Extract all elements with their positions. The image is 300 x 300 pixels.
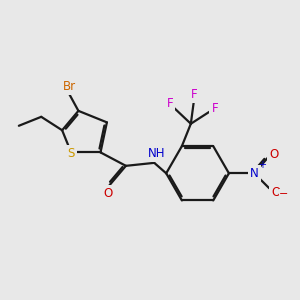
- Text: S: S: [68, 147, 75, 161]
- Text: N: N: [250, 167, 259, 180]
- Text: NH: NH: [148, 147, 165, 160]
- Text: F: F: [167, 97, 173, 110]
- Text: Br: Br: [63, 80, 76, 93]
- Text: F: F: [212, 102, 218, 115]
- Text: −: −: [279, 189, 288, 199]
- Text: O: O: [271, 186, 280, 199]
- Text: O: O: [269, 148, 278, 161]
- Text: F: F: [191, 88, 198, 101]
- Text: +: +: [258, 160, 266, 170]
- Text: O: O: [103, 187, 112, 200]
